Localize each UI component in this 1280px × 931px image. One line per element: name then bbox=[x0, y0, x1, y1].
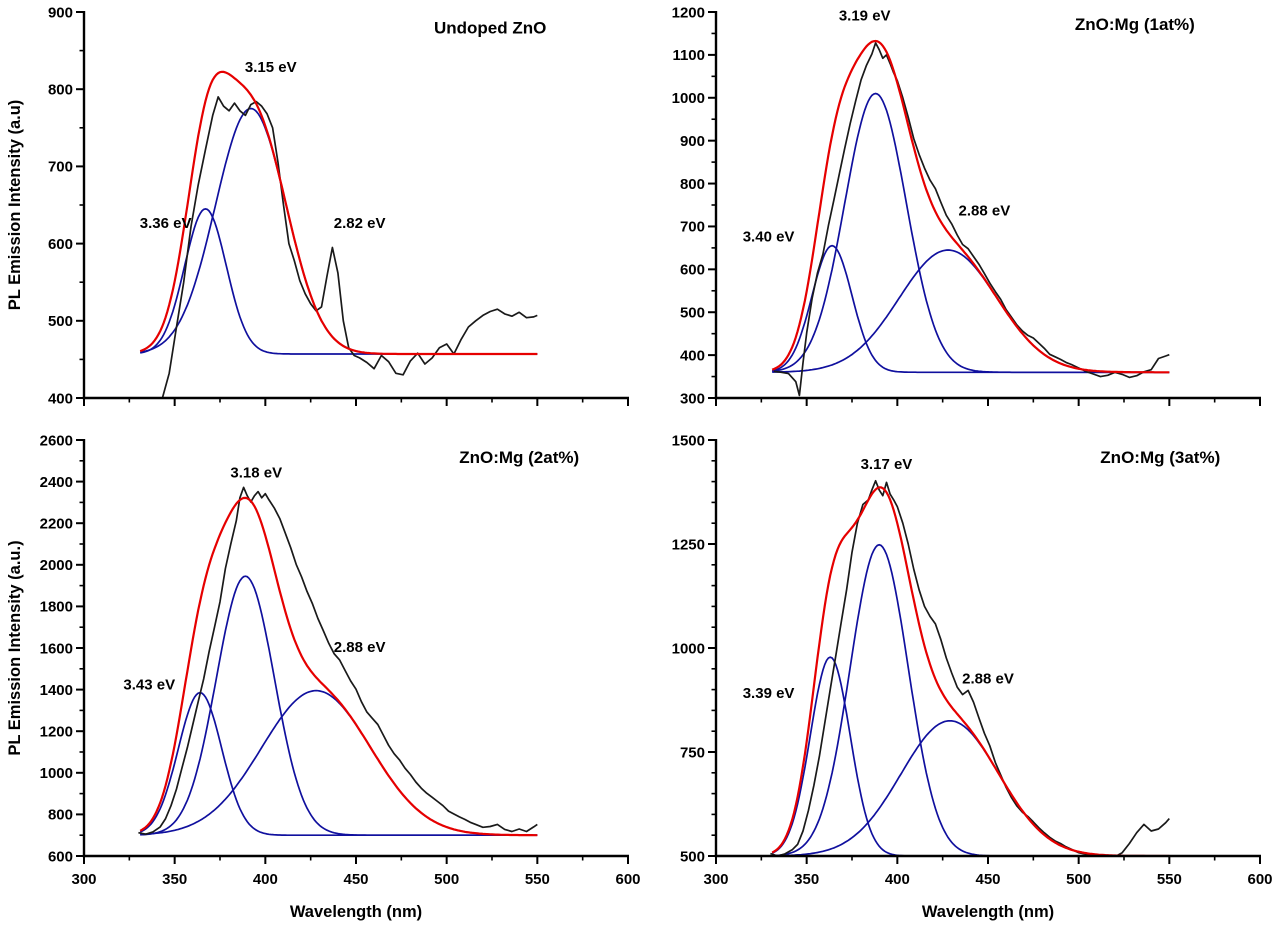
y-tick-label: 800 bbox=[48, 807, 73, 824]
y-tick-label: 1200 bbox=[672, 4, 705, 21]
peak-annotation-2: 2.88 eV bbox=[959, 203, 1011, 220]
x-tick-label: 550 bbox=[1157, 871, 1182, 888]
panel-title: ZnO:Mg (1at%) bbox=[1075, 15, 1195, 34]
x-tick-label: 350 bbox=[794, 871, 819, 888]
x-tick-label: 300 bbox=[703, 871, 728, 888]
y-tick-label: 2400 bbox=[40, 474, 73, 491]
y-ticks: 500 750 1000 1250 1500 bbox=[672, 432, 716, 865]
curves-layer bbox=[138, 486, 538, 837]
y-tick-label: 2600 bbox=[40, 432, 73, 449]
peak-annotation-2: 2.88 eV bbox=[334, 639, 386, 656]
y-tick-label: 500 bbox=[680, 848, 705, 865]
x-tick-label: 400 bbox=[885, 871, 910, 888]
y-tick-label: 1800 bbox=[40, 599, 73, 616]
x-tick-label: 300 bbox=[71, 871, 96, 888]
y-tick-label: 600 bbox=[48, 848, 73, 865]
y-ticks: 400 500 600 700 800 900 bbox=[48, 4, 84, 407]
curves-layer bbox=[139, 70, 538, 399]
x-axis-title: Wavelength (nm) bbox=[922, 903, 1054, 921]
y-tick-label: 1500 bbox=[672, 432, 705, 449]
measured-curve bbox=[138, 486, 538, 836]
fit-curve bbox=[139, 70, 538, 356]
x-tick-label: 600 bbox=[1247, 871, 1272, 888]
peak-annotation-0: 3.36 eV bbox=[140, 215, 192, 232]
component-curve-2 bbox=[772, 719, 1170, 857]
y-tick-label: 600 bbox=[680, 262, 705, 279]
x-ticks: 300 350 400 450 500 550 600 bbox=[71, 856, 640, 888]
y-tick-label: 500 bbox=[680, 304, 705, 321]
x-tick-label: 500 bbox=[434, 871, 459, 888]
y-ticks: 300 400 500 600 700 800 900 1000 1100 1200 bbox=[672, 4, 716, 407]
fit-curve bbox=[771, 39, 1170, 374]
component-curve-1 bbox=[772, 543, 1170, 857]
y-ticks: 600 800 1000 1200 1400 1600 1800 2000 2200 2400 26… bbox=[40, 432, 84, 865]
x-tick-label: 500 bbox=[1066, 871, 1091, 888]
panel-zno-mg-1at: 300 400 500 600 700 800 900 1000 1100 1200 ZnO:Mg … bbox=[672, 4, 1261, 407]
component-curve-1 bbox=[140, 575, 538, 837]
y-tick-label: 1100 bbox=[672, 47, 705, 64]
y-tick-label: 900 bbox=[48, 4, 73, 21]
y-tick-label: 1200 bbox=[40, 723, 73, 740]
fit-curve bbox=[139, 496, 538, 837]
y-tick-label: 1400 bbox=[40, 682, 73, 699]
peak-annotation-2: 2.88 eV bbox=[962, 670, 1014, 687]
y-tick-label: 700 bbox=[48, 159, 73, 176]
panel-zno-mg-3at: 300 350 400 450 500 550 600 500 750 1000 1250 1500 Z… bbox=[672, 432, 1273, 921]
y-tick-label: 800 bbox=[48, 81, 73, 98]
y-tick-label: 600 bbox=[48, 236, 73, 253]
peak-annotation-1: 3.17 eV bbox=[861, 456, 913, 473]
x-tick-label: 550 bbox=[525, 871, 550, 888]
panel-title: ZnO:Mg (3at%) bbox=[1100, 448, 1220, 467]
y-tick-label: 1000 bbox=[672, 90, 705, 107]
y-tick-label: 700 bbox=[680, 219, 705, 236]
y-tick-label: 1250 bbox=[672, 536, 705, 553]
panel-title: Undoped ZnO bbox=[434, 19, 546, 38]
peak-annotation-0: 3.40 eV bbox=[743, 228, 795, 245]
y-axis-title: PL Emission Intensity (a.u) bbox=[6, 100, 24, 311]
y-tick-label: 500 bbox=[48, 313, 73, 330]
peak-annotation-1: 3.19 eV bbox=[839, 8, 891, 25]
curves-layer bbox=[771, 39, 1170, 397]
peak-annotation-0: 3.43 eV bbox=[123, 677, 175, 694]
y-tick-label: 2200 bbox=[40, 515, 73, 532]
y-tick-label: 900 bbox=[680, 133, 705, 150]
measured-curve bbox=[773, 42, 1170, 397]
component-curve-0 bbox=[771, 244, 1170, 374]
y-tick-label: 750 bbox=[680, 744, 705, 761]
peak-annotation-1: 3.18 eV bbox=[230, 464, 282, 481]
x-ticks bbox=[715, 398, 1261, 406]
x-tick-label: 450 bbox=[343, 871, 368, 888]
y-tick-label: 2000 bbox=[40, 557, 73, 574]
measured-curve bbox=[161, 96, 538, 399]
x-tick-label: 350 bbox=[162, 871, 187, 888]
y-tick-label: 1000 bbox=[40, 765, 73, 782]
x-ticks: 300 350 400 450 500 550 600 bbox=[703, 856, 1273, 888]
x-ticks bbox=[83, 398, 629, 406]
peak-annotation-2: 2.82 eV bbox=[334, 215, 386, 232]
x-axis-title: Wavelength (nm) bbox=[290, 903, 422, 921]
peak-annotation-1: 3.15 eV bbox=[245, 59, 297, 76]
component-curve-0 bbox=[139, 691, 538, 837]
panel-zno-mg-2at: 300 350 400 450 500 550 600 600 800 1000 1200 1400 1… bbox=[6, 432, 640, 921]
panel-title: ZnO:Mg (2at%) bbox=[459, 448, 579, 467]
y-axis-title: PL Emission Intensity (a.u.) bbox=[6, 540, 24, 755]
panel-undoped-zno: 400 500 600 700 800 900 Undoped ZnO 3.36 eV 3.15… bbox=[6, 4, 629, 407]
y-tick-label: 400 bbox=[48, 390, 73, 407]
y-tick-label: 1000 bbox=[672, 640, 705, 657]
curves-layer bbox=[770, 479, 1170, 857]
x-tick-label: 400 bbox=[253, 871, 278, 888]
measured-curve bbox=[770, 479, 1170, 857]
x-tick-label: 450 bbox=[975, 871, 1000, 888]
peak-annotation-0: 3.39 eV bbox=[743, 685, 795, 702]
x-tick-label: 600 bbox=[615, 871, 640, 888]
y-tick-label: 400 bbox=[680, 347, 705, 364]
y-tick-label: 1600 bbox=[40, 640, 73, 657]
y-tick-label: 300 bbox=[680, 390, 705, 407]
y-tick-label: 800 bbox=[680, 176, 705, 193]
